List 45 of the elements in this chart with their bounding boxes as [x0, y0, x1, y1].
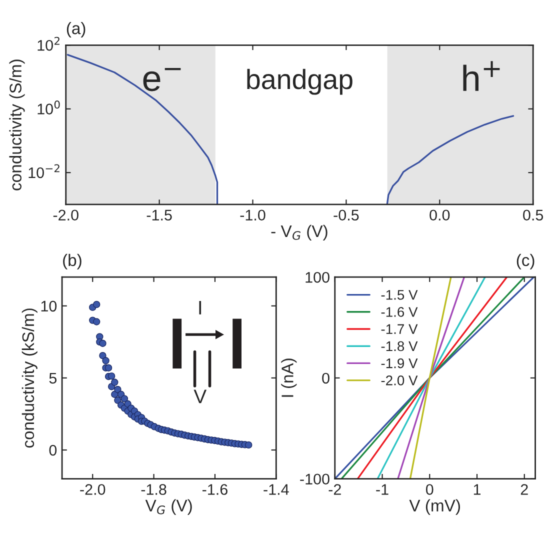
legend-label: -1.6 V: [381, 307, 418, 317]
band-label: e$^{−}$: [143, 68, 181, 92]
y-tick-label: -100: [300, 474, 330, 485]
line-series: [386, 115, 514, 204]
legend-label: -1.5 V: [381, 290, 418, 300]
x-tick-label: -1.4: [264, 484, 289, 495]
legend-label: -1.8 V: [381, 341, 418, 352]
x-tick-label: -2.0: [80, 484, 106, 495]
x-tick-label: -1.8: [141, 484, 166, 495]
x-tick-label: -1.6: [202, 484, 228, 495]
annotation: V: [194, 390, 207, 404]
y-tick-label: 10$^{0}$: [38, 100, 60, 114]
x-tick-label: -0.5: [334, 210, 359, 221]
chart-title: (b): [63, 254, 82, 270]
x-axis-title: V$_{G}$ (V): [145, 499, 192, 515]
y-tick-label: 10$^{2}$: [38, 36, 60, 51]
y-tick-label: 100: [306, 272, 330, 283]
x-tick-label: 2: [520, 484, 528, 495]
chart-title: (c): [516, 254, 534, 270]
chart-title: (a): [66, 22, 86, 38]
x-tick-label: -2.0: [53, 210, 78, 221]
y-tick-label: 5: [49, 372, 57, 384]
y-axis-title: conductivity (kS/m): [22, 308, 38, 448]
x-tick-label: -1.5: [146, 210, 172, 221]
legend-label: -1.9 V: [381, 358, 418, 368]
y-tick-label: 0: [322, 372, 330, 384]
y-tick-label: 0: [49, 444, 57, 456]
annotation: I: [199, 301, 202, 314]
y-axis-title: I (nA): [281, 358, 297, 397]
x-tick-label: 0.5: [523, 210, 544, 221]
x-tick-label: -1.0: [240, 210, 266, 221]
x-tick-label: -1: [376, 484, 388, 495]
x-tick-label: 1: [474, 484, 481, 495]
y-tick-label: 10: [41, 300, 57, 312]
x-tick-label: -2: [328, 484, 341, 495]
legend-label: -2.0 V: [381, 376, 418, 386]
x-tick-label: 0.0: [430, 210, 450, 221]
x-axis-title: V (mV): [409, 499, 460, 515]
x-axis-title: - V$_{G}$ (V): [271, 224, 328, 240]
band-label: h$^{+}$: [463, 61, 500, 91]
legend-label: -1.7 V: [381, 324, 418, 334]
y-tick-label: 10$^{−2}$: [28, 164, 60, 178]
x-tick-label: 0: [426, 484, 434, 495]
annotation: bandgap: [247, 68, 352, 95]
y-axis-title: conductivity (S/m): [9, 60, 25, 190]
